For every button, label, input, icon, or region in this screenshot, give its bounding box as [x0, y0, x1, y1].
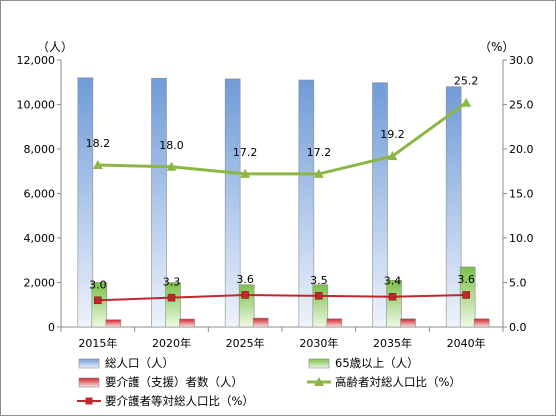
- x-category-label: 2035年: [373, 336, 412, 350]
- bar-series-3: [326, 318, 343, 328]
- legend-label: 要介護者等対総人口比（%）: [105, 394, 254, 408]
- x-category-label: 2020年: [152, 336, 191, 350]
- legend-swatch-bar: [308, 358, 330, 369]
- legend-marker-square: [85, 397, 93, 405]
- bar-series-3: [473, 318, 490, 328]
- left-tick-label: 10,000: [17, 99, 56, 112]
- line-series-2: [97, 293, 467, 302]
- bar-series-2: [312, 284, 329, 328]
- bar-series-1: [445, 86, 462, 328]
- data-label: 18.2: [86, 137, 111, 150]
- line-marker-triangle: [461, 97, 472, 107]
- line-marker-square: [315, 292, 323, 300]
- data-label: 3.0: [89, 278, 107, 291]
- x-category-label: 2030年: [299, 336, 338, 350]
- left-tick-label: 6,000: [24, 188, 56, 201]
- data-label: 25.2: [454, 75, 479, 88]
- left-tick-label: 0: [48, 321, 55, 334]
- left-tick-label: 12,000: [17, 54, 56, 67]
- right-tick-label: 20.0: [509, 143, 534, 156]
- legend-label: 総人口（人）: [105, 356, 174, 370]
- data-label: 3.4: [384, 275, 402, 288]
- line-marker-square: [241, 291, 249, 299]
- bar-series-2: [91, 282, 108, 328]
- legend-label: 要介護（支援）者数（人）: [105, 375, 243, 389]
- data-label: 18.0: [159, 139, 184, 152]
- left-axis-unit: （人）: [37, 40, 73, 54]
- left-tick-label: 8,000: [24, 143, 56, 156]
- data-label: 3.3: [163, 276, 181, 289]
- bar-series-3: [105, 319, 122, 328]
- bar-series-2: [386, 279, 402, 328]
- bar-series-2: [165, 282, 181, 328]
- line-marker-square: [388, 292, 397, 301]
- bar-series-1: [77, 77, 94, 328]
- legend-label: 高齢者対総人口比（%）: [335, 375, 461, 389]
- legend-marker-triangle: [314, 377, 324, 386]
- right-tick-label: 10.0: [509, 232, 534, 245]
- bar-series-2: [238, 284, 255, 328]
- data-label: 3.6: [457, 273, 475, 286]
- x-category-label: 2040年: [447, 336, 486, 350]
- bar-series-3: [179, 318, 195, 328]
- data-label: 17.2: [233, 146, 258, 159]
- bar-series-1: [372, 82, 388, 328]
- x-category-label: 2025年: [226, 336, 265, 350]
- bar-series-3: [252, 317, 269, 328]
- line-marker-triangle: [387, 151, 398, 161]
- right-tick-label: 5.0: [509, 277, 527, 290]
- x-category-label: 2015年: [78, 336, 117, 350]
- right-axis-unit: （%）: [479, 40, 514, 54]
- line-marker-square: [94, 296, 102, 305]
- line-marker-triangle: [313, 168, 324, 178]
- right-tick-label: 25.0: [509, 99, 534, 112]
- left-tick-label: 2,000: [24, 277, 56, 290]
- legend-label: 65歳以上（人）: [335, 356, 419, 370]
- right-tick-label: 0.0: [509, 321, 527, 334]
- data-label: 3.5: [310, 274, 328, 287]
- line-marker-triangle: [166, 161, 177, 171]
- data-label: 17.2: [307, 146, 332, 159]
- bar-series-1: [224, 78, 241, 328]
- line-marker-triangle: [240, 168, 251, 178]
- line-marker-square: [167, 293, 176, 302]
- legend-swatch-bar: [78, 358, 100, 369]
- bar-series-1: [298, 79, 315, 328]
- bar-series-1: [151, 77, 167, 328]
- line-marker-square: [462, 291, 470, 299]
- bar-series-3: [400, 318, 416, 328]
- line-marker-triangle: [92, 160, 103, 170]
- data-label: 3.6: [236, 273, 254, 286]
- left-tick-label: 4,000: [24, 232, 56, 245]
- data-label: 19.2: [380, 128, 405, 141]
- line-series-1: [97, 101, 468, 176]
- right-tick-label: 30.0: [509, 54, 534, 67]
- legend-swatch-bar: [78, 377, 100, 388]
- right-tick-label: 15.0: [509, 188, 534, 201]
